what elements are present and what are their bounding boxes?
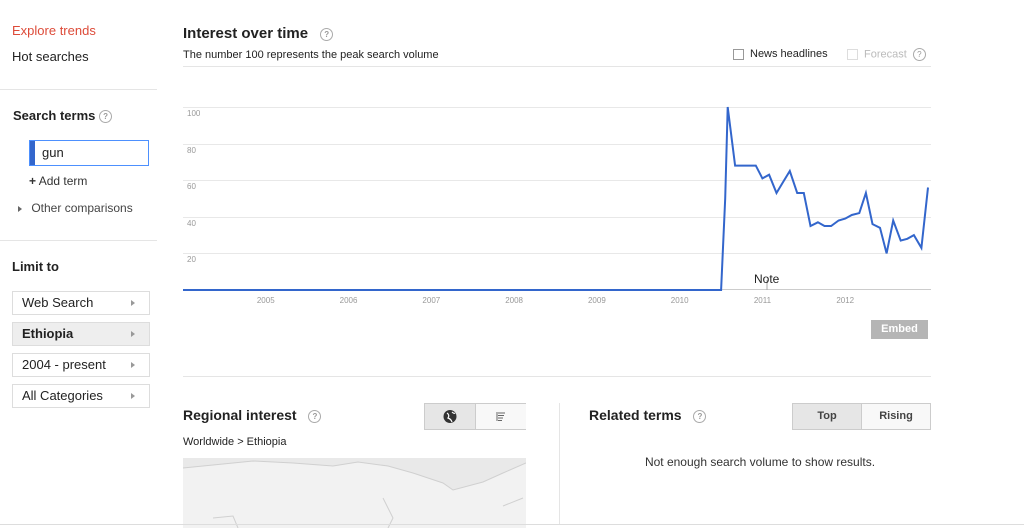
y-tick-label: 100 bbox=[187, 109, 201, 118]
list-icon bbox=[496, 412, 505, 421]
tab-top[interactable]: Top bbox=[792, 403, 862, 430]
filter-label: All Categories bbox=[22, 388, 103, 403]
search-terms-label: Search terms ? bbox=[13, 108, 113, 124]
triangle-right-icon bbox=[18, 205, 22, 212]
search-term-field[interactable] bbox=[29, 140, 149, 166]
filter-label: 2004 - present bbox=[22, 357, 106, 372]
hot-searches-link[interactable]: Hot searches bbox=[12, 49, 89, 64]
globe-icon bbox=[443, 410, 457, 423]
y-tick-label: 60 bbox=[187, 182, 196, 192]
add-term-label: Add term bbox=[38, 174, 88, 188]
related-title-text: Related terms bbox=[589, 407, 682, 423]
y-tick-label: 80 bbox=[187, 145, 196, 155]
help-icon[interactable]: ? bbox=[320, 27, 334, 41]
x-tick-label: 2005 bbox=[256, 296, 275, 305]
gridline bbox=[183, 143, 931, 145]
chart-top-divider bbox=[183, 66, 931, 67]
sidebar-divider bbox=[0, 89, 157, 90]
interest-title-text: Interest over time bbox=[183, 25, 309, 42]
chevron-right-icon bbox=[131, 393, 135, 399]
region-map[interactable] bbox=[183, 458, 526, 528]
limit-to-label: Limit to bbox=[12, 259, 59, 274]
map-view-button[interactable] bbox=[425, 404, 476, 429]
explore-trends-link[interactable]: Explore trends bbox=[12, 23, 96, 38]
search-term-input[interactable] bbox=[42, 145, 142, 160]
x-tick-label: 2012 bbox=[836, 296, 855, 305]
other-comparisons-toggle[interactable]: Other comparisons bbox=[18, 201, 133, 215]
list-view-button[interactable] bbox=[476, 404, 526, 429]
x-tick-label: 2006 bbox=[339, 296, 358, 305]
regional-interest-title: Regional interest ? bbox=[183, 407, 322, 423]
filter-time-range[interactable]: 2004 - present bbox=[12, 353, 150, 377]
gridline bbox=[183, 107, 931, 108]
search-terms-text: Search terms bbox=[13, 108, 96, 123]
embed-button[interactable]: Embed bbox=[871, 320, 928, 339]
help-icon[interactable]: ? bbox=[308, 409, 322, 423]
forecast-label: Forecast bbox=[864, 48, 907, 61]
view-toggle bbox=[424, 403, 526, 430]
page-bottom-border bbox=[0, 524, 1024, 525]
series-color-marker bbox=[30, 141, 35, 165]
y-tick-label: 20 bbox=[187, 255, 196, 265]
help-icon[interactable]: ? bbox=[912, 48, 926, 61]
section-vertical-divider bbox=[559, 403, 560, 525]
help-icon[interactable]: ? bbox=[99, 110, 113, 124]
filter-label: Ethiopia bbox=[22, 326, 74, 341]
x-tick-label: 2009 bbox=[587, 296, 606, 305]
gridline bbox=[183, 180, 931, 182]
gridline bbox=[183, 216, 931, 218]
filter-label: Web Search bbox=[22, 295, 94, 310]
interest-line-chart bbox=[183, 106, 929, 291]
other-comparisons-label: Other comparisons bbox=[31, 201, 133, 215]
x-tick-label: 2010 bbox=[670, 296, 689, 305]
news-headlines-label: News headlines bbox=[750, 48, 828, 60]
x-tick-label: 2008 bbox=[505, 296, 523, 305]
related-terms-title: Related terms ? bbox=[589, 407, 707, 423]
regional-title-text: Regional interest bbox=[183, 407, 297, 423]
forecast-toggle[interactable]: Forecast ? bbox=[847, 48, 926, 61]
chevron-right-icon bbox=[131, 300, 135, 306]
x-tick-label: 2011 bbox=[753, 296, 772, 305]
note-annotation[interactable]: Note bbox=[754, 272, 780, 286]
region-breadcrumb[interactable]: Worldwide > Ethiopia bbox=[183, 436, 287, 448]
y-tick-label: 40 bbox=[187, 218, 196, 228]
help-icon[interactable]: ? bbox=[693, 409, 707, 423]
checkbox[interactable] bbox=[733, 48, 744, 60]
related-empty-message: Not enough search volume to show results… bbox=[644, 455, 876, 469]
gridline bbox=[183, 253, 931, 255]
filter-search-type[interactable]: Web Search bbox=[12, 291, 150, 315]
news-headlines-toggle[interactable]: News headlines bbox=[733, 48, 828, 60]
tab-rising[interactable]: Rising bbox=[861, 403, 931, 430]
filter-region[interactable]: Ethiopia bbox=[12, 322, 150, 346]
add-term-button[interactable]: + Add term bbox=[29, 174, 87, 188]
sidebar-divider bbox=[0, 240, 157, 241]
x-tick-label: 2007 bbox=[422, 296, 441, 305]
section-divider bbox=[183, 376, 931, 377]
interest-over-time-title: Interest over time ? bbox=[183, 25, 334, 42]
interest-subtitle: The number 100 represents the peak searc… bbox=[183, 49, 439, 61]
plus-icon: + bbox=[29, 174, 37, 188]
chevron-right-icon bbox=[131, 362, 135, 368]
chevron-right-icon bbox=[131, 331, 135, 337]
series-line bbox=[183, 106, 929, 291]
filter-category[interactable]: All Categories bbox=[12, 384, 150, 408]
checkbox[interactable] bbox=[847, 49, 858, 60]
